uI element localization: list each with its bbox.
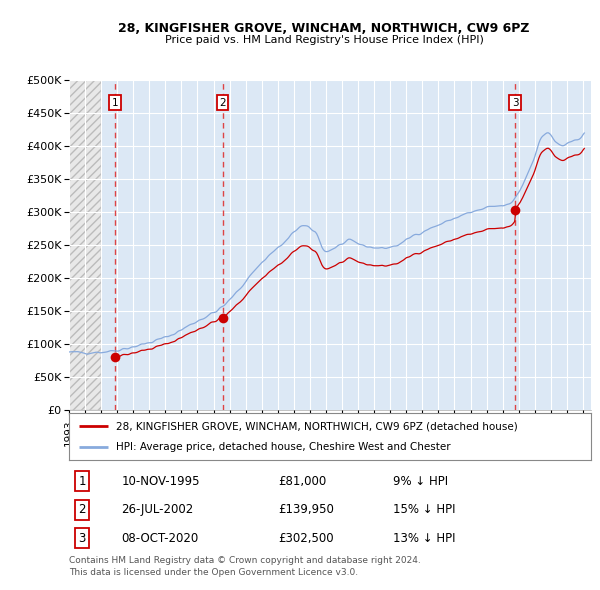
Text: £139,950: £139,950	[278, 503, 334, 516]
Text: 08-OCT-2020: 08-OCT-2020	[121, 532, 199, 545]
Text: 10-NOV-1995: 10-NOV-1995	[121, 475, 200, 488]
Text: Contains HM Land Registry data © Crown copyright and database right 2024.
This d: Contains HM Land Registry data © Crown c…	[69, 556, 421, 577]
Text: 26-JUL-2002: 26-JUL-2002	[121, 503, 193, 516]
Text: 9% ↓ HPI: 9% ↓ HPI	[392, 475, 448, 488]
Text: £302,500: £302,500	[278, 532, 334, 545]
Text: 15% ↓ HPI: 15% ↓ HPI	[392, 503, 455, 516]
Text: £81,000: £81,000	[278, 475, 326, 488]
Text: HPI: Average price, detached house, Cheshire West and Chester: HPI: Average price, detached house, Ches…	[116, 442, 451, 452]
Text: 28, KINGFISHER GROVE, WINCHAM, NORTHWICH, CW9 6PZ: 28, KINGFISHER GROVE, WINCHAM, NORTHWICH…	[118, 22, 530, 35]
Text: 1: 1	[78, 475, 86, 488]
Text: 2: 2	[78, 503, 86, 516]
Bar	[69, 80, 101, 410]
Text: 28, KINGFISHER GROVE, WINCHAM, NORTHWICH, CW9 6PZ (detached house): 28, KINGFISHER GROVE, WINCHAM, NORTHWICH…	[116, 421, 518, 431]
Text: 13% ↓ HPI: 13% ↓ HPI	[392, 532, 455, 545]
Text: 3: 3	[79, 532, 86, 545]
Text: 2: 2	[219, 98, 226, 108]
Text: 3: 3	[512, 98, 518, 108]
Text: Price paid vs. HM Land Registry's House Price Index (HPI): Price paid vs. HM Land Registry's House …	[164, 35, 484, 45]
Text: 1: 1	[112, 98, 118, 108]
